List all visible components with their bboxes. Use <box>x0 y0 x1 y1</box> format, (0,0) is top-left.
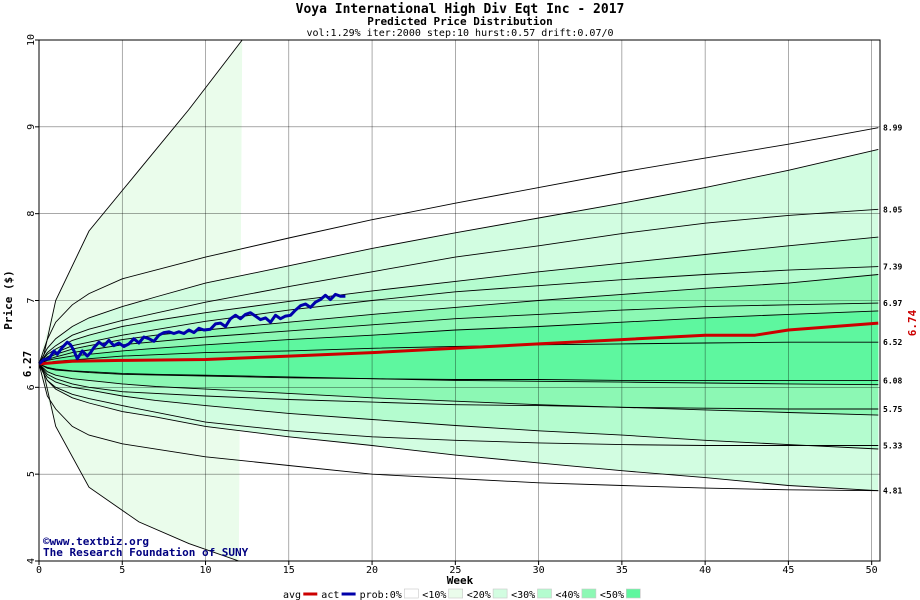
legend-label: avg <box>283 590 301 600</box>
y-tick-label: 10 <box>26 34 37 46</box>
percentile-curve <box>39 302 879 365</box>
y-tick-label: 8 <box>26 211 37 217</box>
legend-label: act <box>321 590 339 600</box>
percentile-curve <box>39 363 879 492</box>
percentile-curve <box>39 341 879 365</box>
x-tick-label: 25 <box>449 565 461 576</box>
series-avg-line <box>38 321 879 366</box>
y-tick-label: 7 <box>26 297 37 303</box>
x-tick-label: 10 <box>200 565 212 576</box>
series-act-line <box>38 292 346 366</box>
legend-label: <50% <box>600 590 624 600</box>
x-tick-label: 20 <box>366 565 378 576</box>
percentile-curve <box>39 208 879 365</box>
right-value-label: 5.75 <box>883 405 902 414</box>
right-value-label: 8.99 <box>883 124 902 133</box>
legend-swatch-box <box>448 588 464 599</box>
right-value-label: 6.52 <box>883 338 902 347</box>
legend: avg act prob:0% <10% <20% <30% <40% <50% <box>283 588 641 600</box>
legend-label: <40% <box>556 590 580 600</box>
percentile-curve <box>39 310 879 365</box>
x-axis-label: Week <box>447 574 474 587</box>
percentile-curve <box>39 363 879 450</box>
legend-swatch-box <box>403 588 419 599</box>
legend-swatch-box <box>492 588 508 599</box>
legend-swatch-box <box>537 588 552 599</box>
x-tick-label: 0 <box>36 565 42 576</box>
start-price-label: 6.27 <box>21 351 34 378</box>
x-tick-label: 30 <box>533 565 545 576</box>
right-value-label: 7.39 <box>883 263 902 272</box>
percentile-curve <box>39 148 879 365</box>
percentile-curve <box>39 363 879 446</box>
y-tick-label: 6 <box>26 384 37 390</box>
chart-subtitle: Predicted Price Distribution <box>367 15 552 28</box>
legend-label: prob:0% <box>360 590 402 600</box>
plot-area: 0 5 10 15 20 25 30 35 40 45 50456789108.998.057.39… <box>26 34 902 576</box>
org-text: The Research Foundation of SUNY <box>43 546 249 559</box>
legend-swatch-box <box>625 588 641 599</box>
y-tick-label: 4 <box>26 558 37 564</box>
y-tick-label: 5 <box>26 471 37 477</box>
chart-title: Voya International High Div Eqt Inc - 20… <box>296 2 625 17</box>
percentile-curve <box>39 274 879 365</box>
legend-swatch-box <box>581 588 597 599</box>
right-value-label: 6.08 <box>883 376 902 385</box>
right-value-label: 6.97 <box>883 299 902 308</box>
legend-label: <10% <box>422 590 446 600</box>
legend-label: <20% <box>467 590 491 600</box>
percentile-curve <box>39 363 879 410</box>
chart-params: vol:1.29% iter:2000 step:10 hurst:0.57 d… <box>306 28 613 39</box>
outer-curve <box>39 363 239 561</box>
right-value-label: 4.81 <box>883 487 902 496</box>
percentile-curve <box>39 363 879 381</box>
x-tick-label: 35 <box>616 565 628 576</box>
right-value-label: 5.33 <box>883 442 902 451</box>
x-tick-label: 40 <box>699 565 711 576</box>
copyright-text: ©www.textbiz.org <box>43 535 149 548</box>
outer-curve <box>39 40 243 365</box>
legend-label: <30% <box>511 590 535 600</box>
x-tick-label: 5 <box>119 565 125 576</box>
x-tick-label: 15 <box>283 565 295 576</box>
x-tick-label: 45 <box>782 565 794 576</box>
y-tick-label: 9 <box>26 124 37 130</box>
y-axis-label: Price ($) <box>2 270 15 330</box>
percentile-curve <box>39 363 879 386</box>
end-avg-price-label: 6.74 <box>906 309 919 336</box>
right-value-label: 8.05 <box>883 205 902 214</box>
percentile-curve <box>39 363 879 416</box>
percentile-curve <box>39 363 879 492</box>
legend-swatch-line <box>341 592 356 596</box>
x-tick-label: 50 <box>866 565 878 576</box>
percentile-curve <box>39 127 879 365</box>
legend-swatch-line <box>303 592 318 596</box>
